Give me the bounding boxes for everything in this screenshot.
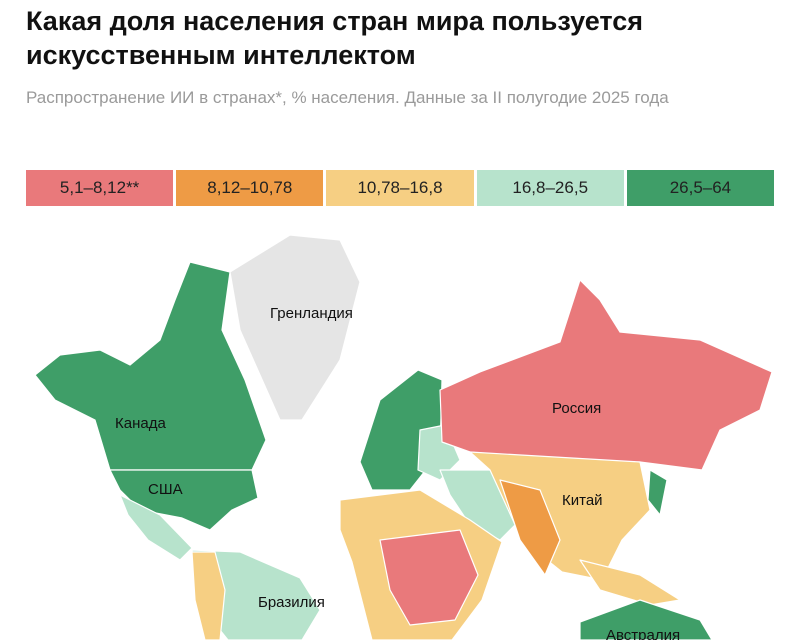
- region-usa: [109, 469, 259, 531]
- label-greenland: Гренландия: [270, 305, 353, 322]
- label-brazil: Бразилия: [258, 594, 325, 611]
- region-japan: [647, 469, 668, 516]
- region-canada: [34, 261, 267, 471]
- label-china: Китай: [562, 492, 603, 509]
- region-southeast-asia: [579, 559, 681, 606]
- legend-item-5: 26,5–64: [626, 170, 775, 206]
- region-russia: [439, 279, 773, 471]
- legend-item-1: 5,1–8,12**: [26, 170, 174, 206]
- region-south-asia: [499, 479, 561, 576]
- label-russia: Россия: [552, 400, 601, 417]
- region-greenland: [229, 234, 361, 421]
- legend: 5,1–8,12** 8,12–10,78 10,78–16,8 16,8–26…: [26, 170, 775, 206]
- region-mexico: [119, 494, 193, 561]
- label-australia: Австралия: [606, 627, 680, 640]
- legend-item-2: 8,12–10,78: [176, 170, 324, 206]
- label-usa: США: [148, 481, 183, 498]
- label-canada: Канада: [115, 415, 166, 432]
- page-title: Какая доля населения стран мира пользует…: [26, 6, 644, 70]
- region-central-africa: [379, 529, 479, 626]
- world-map: Гренландия Канада США Россия Китай Брази…: [34, 234, 773, 640]
- subtitle: Распространение ИИ в странах*, % населен…: [26, 88, 669, 107]
- region-australia: [579, 599, 713, 640]
- legend-item-3: 10,78–16,8: [326, 170, 474, 206]
- region-south-america-west: [191, 551, 226, 640]
- legend-item-4: 16,8–26,5: [476, 170, 624, 206]
